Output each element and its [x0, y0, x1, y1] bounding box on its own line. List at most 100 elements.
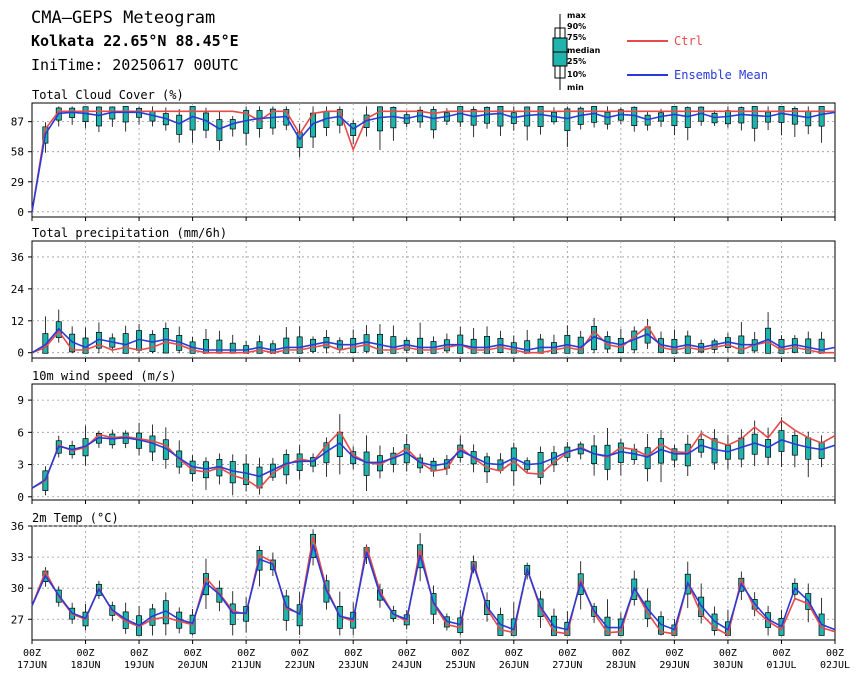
- ensemble-box: [818, 441, 825, 459]
- panel-title: Total precipitation (mm/6h): [32, 226, 227, 240]
- ensemble-box: [256, 466, 263, 489]
- ensemble-box: [229, 603, 236, 625]
- ensemble-box: [751, 106, 758, 129]
- ctrl-series-line: [31, 419, 836, 490]
- ensemble-box: [149, 334, 156, 353]
- x-tick-label-date: 20JUN: [178, 660, 208, 671]
- x-tick-label-date: 19JUN: [124, 660, 154, 671]
- x-tick-label-date: 25JUN: [445, 660, 475, 671]
- y-tick-label: 27: [11, 613, 24, 626]
- meteogram-header: CMA—GEPS Meteogram Kolkata 22.65°N 88.45…: [0, 0, 859, 100]
- ensemble-box: [524, 340, 531, 354]
- y-tick-label: 0: [17, 491, 24, 504]
- ensemble-box: [203, 461, 209, 479]
- ensemble-mean-series-line: [31, 111, 836, 212]
- ensemble-box: [805, 437, 812, 460]
- ensemble-box: [176, 114, 183, 135]
- x-tick-label-date: 24JUN: [392, 660, 422, 671]
- ensemble-box: [644, 447, 651, 470]
- x-tick-label-date: 30JUN: [713, 660, 743, 671]
- legend: max 90% 75% median 25% 10% min Ctrl Ensemble Mea…: [552, 11, 768, 92]
- ensemble-box: [818, 106, 825, 127]
- ensemble-box: [162, 328, 169, 354]
- x-tick-label-time: 00Z: [130, 648, 148, 659]
- ctrl-series-line: [31, 110, 835, 212]
- ensemble-box: [604, 616, 611, 636]
- x-tick-label-time: 00Z: [23, 648, 41, 659]
- legend-box-label: 25%: [567, 57, 586, 66]
- ensemble-box: [684, 443, 691, 467]
- ensemble-box: [269, 108, 276, 129]
- ensemble-mean-series-line: [31, 436, 836, 489]
- y-tick-label: 87: [11, 116, 24, 129]
- legend-box-label: 90%: [567, 22, 586, 31]
- y-tick-label: 9: [17, 394, 24, 407]
- ensemble-box: [537, 338, 544, 354]
- legend-box-label: min: [567, 83, 584, 92]
- x-tick-label-time: 00Z: [77, 648, 95, 659]
- x-tick-label-date: 28JUN: [606, 660, 636, 671]
- x-tick-label-date: 02JUL: [820, 660, 850, 671]
- panel-title: 2m Temp (°C): [32, 511, 119, 525]
- y-tick-label: 29: [11, 176, 24, 189]
- x-tick-label-time: 00Z: [505, 648, 523, 659]
- legend-box-label: median: [567, 46, 601, 55]
- panel-frame: [31, 102, 836, 218]
- ensemble-box: [95, 106, 102, 127]
- x-tick-label-date: 26JUN: [499, 660, 529, 671]
- y-tick-label: 12: [11, 315, 24, 328]
- ensemble-box: [229, 342, 236, 354]
- x-tick-label-time: 00Z: [184, 648, 202, 659]
- chart-title: CMA—GEPS Meteogram: [31, 8, 216, 28]
- x-tick-label-time: 00Z: [719, 648, 737, 659]
- panel-4: 2m Temp (°C) 27 30 33 36: [11, 511, 836, 644]
- x-tick-label-time: 00Z: [344, 648, 362, 659]
- ensemble-box: [711, 438, 718, 464]
- panel-2: Total precipitation (mm/6h) 0 12 24 36: [11, 226, 836, 362]
- x-tick-label-date: 22JUN: [285, 660, 315, 671]
- ensemble-box: [818, 338, 825, 354]
- ctrl-series-line: [31, 324, 835, 354]
- ensemble-box: [296, 604, 303, 627]
- ensemble-box: [765, 439, 772, 458]
- ensemble-box: [216, 119, 223, 141]
- x-tick-label-date: 27JUN: [552, 660, 582, 671]
- legend-mean-label: Ensemble Mean: [674, 68, 768, 82]
- x-tick-label-time: 00Z: [398, 648, 416, 659]
- ensemble-box: [390, 336, 397, 354]
- y-tick-label: 33: [11, 551, 24, 564]
- ensemble-box: [497, 106, 504, 127]
- ensemble-box: [417, 337, 424, 354]
- ensemble-box: [229, 461, 236, 484]
- legend-ctrl-label: Ctrl: [674, 34, 703, 48]
- x-tick-label-date: 21JUN: [231, 660, 261, 671]
- x-tick-label-time: 00Z: [665, 648, 683, 659]
- location-label: Kolkata 22.65°N 88.45°E: [31, 32, 239, 50]
- y-tick-label: 30: [11, 582, 24, 595]
- ensemble-box: [283, 337, 290, 354]
- legend-box-label: max: [567, 11, 587, 20]
- y-tick-label: 0: [17, 206, 24, 219]
- ensemble-mean-series-line: [31, 544, 836, 631]
- init-time-label: IniTime: 20250617 00UTC: [31, 56, 239, 74]
- legend-box-label: 10%: [567, 70, 586, 79]
- x-tick-label-time: 00Z: [772, 648, 790, 659]
- x-tick-label-date: 17JUN: [17, 660, 47, 671]
- x-tick-label-time: 00Z: [558, 648, 576, 659]
- panel-frame: [31, 383, 836, 501]
- y-tick-label: 36: [11, 251, 24, 264]
- ensemble-box: [363, 451, 370, 476]
- panel-title: Total Cloud Cover (%): [32, 88, 184, 102]
- ensemble-box: [377, 106, 383, 132]
- ensemble-box: [390, 107, 397, 129]
- x-tick-label-time: 00Z: [612, 648, 630, 659]
- ensemble-box: [296, 336, 303, 354]
- ensemble-box: [122, 106, 129, 123]
- ensemble-box: [203, 339, 209, 354]
- y-tick-label: 36: [11, 520, 24, 533]
- y-tick-label: 0: [17, 347, 24, 360]
- x-tick-label-date: 18JUN: [70, 660, 100, 671]
- x-tick-label-time: 00Z: [826, 648, 844, 659]
- ensemble-box: [216, 339, 223, 354]
- ensemble-box: [470, 109, 477, 126]
